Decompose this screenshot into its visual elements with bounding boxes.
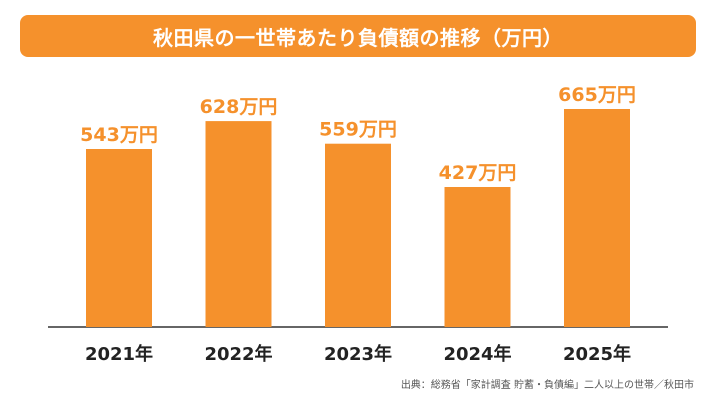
- bar-data-label-5: 665万円: [558, 84, 636, 106]
- bar-data-label-4: 427万円: [439, 162, 517, 184]
- bar-data-label-2: 628万円: [200, 96, 278, 118]
- bar-2: [205, 121, 272, 327]
- source-note: 出典：総務省「家計調査 貯蓄・負債編」二人以上の世帯／秋田市: [400, 380, 694, 391]
- bar-3: [325, 143, 391, 327]
- x-tick-label-5: 2025年: [563, 343, 631, 365]
- x-tick-label-1: 2021年: [85, 343, 153, 365]
- bar-data-label-3: 559万円: [319, 119, 397, 141]
- x-tick-label-4: 2024年: [443, 343, 511, 365]
- chart-title: 秋田県の一世帯あたり負債額の推移（万円）: [153, 25, 563, 50]
- bar-data-label-1: 543万円: [80, 124, 158, 146]
- x-tick-label-2: 2022年: [204, 343, 272, 365]
- bar-5: [564, 109, 630, 327]
- bar-4: [444, 187, 511, 327]
- x-tick-label-3: 2023年: [324, 343, 392, 365]
- chart-title-banner: 秋田県の一世帯あたり負債額の推移（万円）: [20, 15, 696, 57]
- bar-1: [86, 149, 152, 327]
